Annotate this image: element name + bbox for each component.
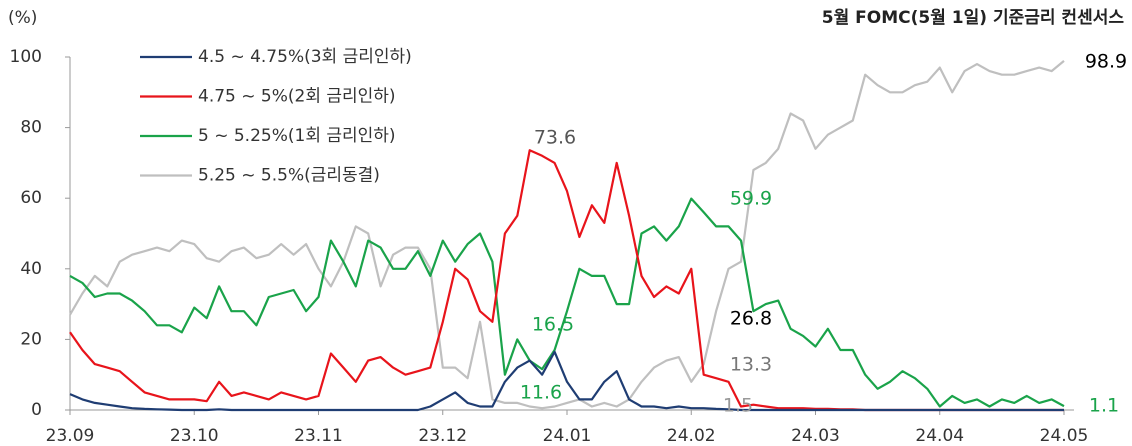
series-line [69,60,1065,410]
legend-label: 5.25 ~ 5.5%(금리동결) [198,166,380,186]
y-tick-label: 40 [20,259,42,279]
y-tick-label: 20 [20,329,42,349]
annotation: 98.9 [1085,51,1127,73]
x-tick-label: 24.01 [543,426,592,446]
y-tick-label: 100 [10,47,42,67]
annotation: 11.6 [520,382,562,404]
x-tick-label: 23.10 [170,426,219,446]
series-line [69,149,1064,412]
x-tick-label: 24.04 [915,426,964,446]
annotation: 1.5 [723,395,753,417]
annotation: 73.6 [534,127,576,149]
annotation: 16.5 [532,314,574,336]
annotation: 26.8 [730,308,772,330]
y-tick-label: 80 [20,118,42,138]
y-unit: (%) [8,8,37,28]
legend-label: 4.75 ~ 5%(2회 금리인하) [198,87,396,107]
annotation: 59.9 [730,188,772,210]
y-tick-label: 60 [20,188,42,208]
annotation: 13.3 [730,354,772,376]
legend-label: 4.5 ~ 4.75%(3회 금리인하) [198,47,412,67]
chart-title: 5월 FOMC(5월 1일) 기준금리 컨센서스 [822,8,1125,28]
x-tick-label: 24.02 [667,426,716,446]
x-tick-label: 23.11 [294,426,343,446]
x-tick-label: 23.12 [418,426,467,446]
series-line [69,350,1064,412]
series-line [69,197,1065,408]
annotation: 1.1 [1089,395,1119,417]
y-tick-label: 0 [31,400,42,420]
legend-label: 5 ~ 5.25%(1회 금리인하) [198,126,396,146]
x-tick-label: 24.03 [791,426,840,446]
x-tick-label: 24.05 [1040,426,1089,446]
x-tick-label: 23.09 [46,426,95,446]
